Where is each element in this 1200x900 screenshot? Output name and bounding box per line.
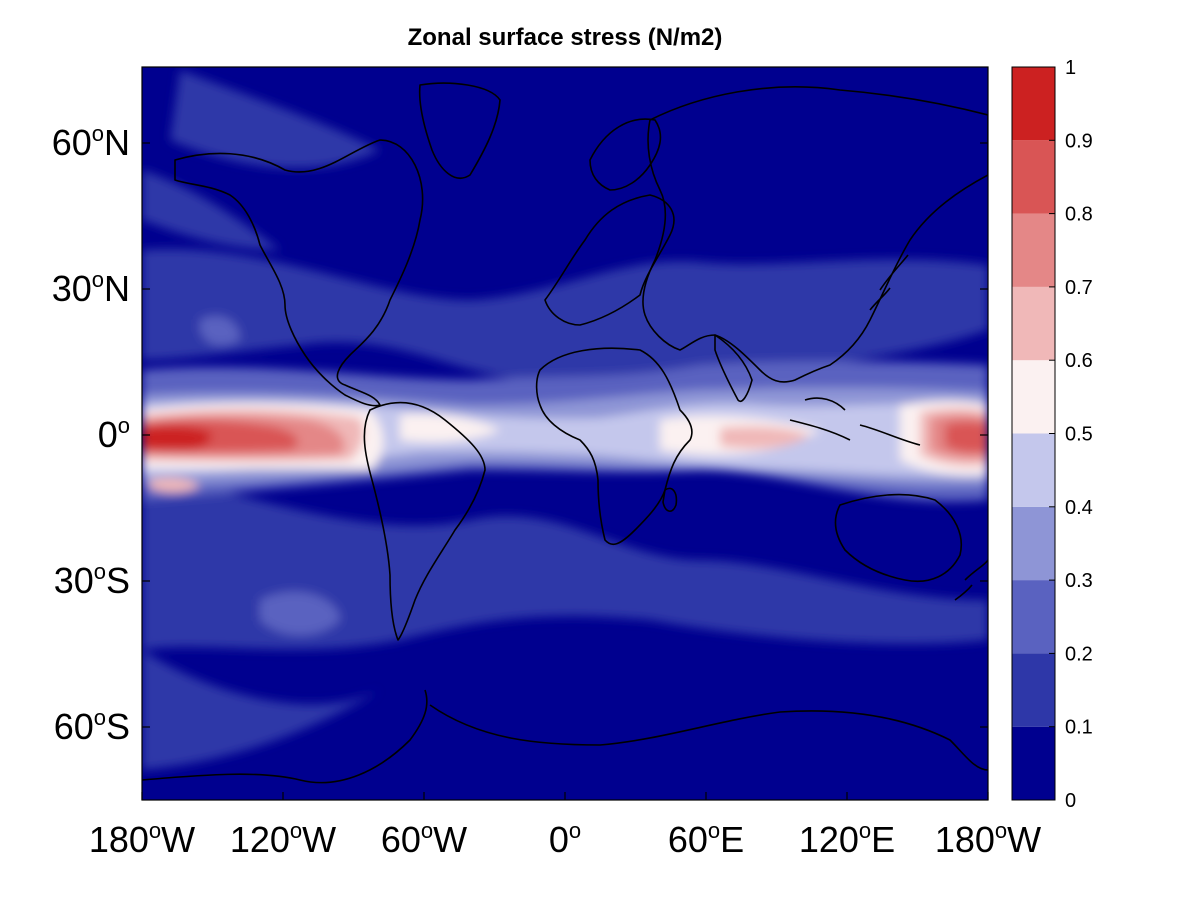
colorbar-level	[1012, 140, 1055, 214]
colorbar: 0 0.1 0.2 0.3 0.4 0.5 0.6 0.7 0.8 0.9 1	[1011, 57, 1093, 812]
colorbar-level	[1012, 726, 1055, 800]
lat-tick-label: 60oS	[54, 705, 130, 747]
map-ticks: 60oN 30oN 0o 30oS 60oS 180oW 120oW 60oW 0o 60oE 12…	[52, 121, 1041, 860]
band-01-south	[142, 470, 988, 650]
lon-tick-label: 180oW	[89, 818, 195, 860]
colorbar-tick-label: 0.2	[1065, 643, 1093, 665]
colorbar-level	[1012, 653, 1055, 727]
coast-south-america	[363, 401, 486, 641]
band-05-atlantic	[400, 413, 500, 442]
lat-tick-label: 60oN	[52, 121, 130, 163]
colorbar-tick-label: 0	[1065, 790, 1076, 812]
colorbar-level	[1012, 360, 1055, 434]
map-title: Zonal surface stress (N/m2)	[407, 24, 723, 51]
band-02-np-patch	[200, 316, 240, 346]
lon-tick-label: 60oE	[668, 818, 744, 860]
coast-europe	[544, 194, 675, 326]
coast-greenland	[418, 82, 501, 179]
coast-north-america	[174, 139, 424, 407]
colorbar-level	[1012, 506, 1055, 581]
band-08-westpac	[945, 421, 988, 453]
lat-tick-label: 30oS	[54, 559, 130, 601]
colorbar-tick-label: 0.8	[1065, 204, 1093, 226]
colorbar-tick-label: 0.5	[1065, 424, 1093, 446]
colorbar-level	[1012, 286, 1055, 361]
band-09-pacific	[142, 425, 212, 450]
band-02-sp-patch	[260, 591, 340, 635]
coast-newzealand	[954, 559, 988, 601]
lon-tick-label: 180oW	[935, 818, 1041, 860]
colorbar-tick-label: 0.3	[1065, 570, 1093, 592]
lat-tick-label: 30oN	[52, 267, 130, 309]
coast-indonesia	[789, 397, 921, 446]
band-01-mid-pacific	[142, 170, 280, 250]
coast-japan	[869, 254, 909, 311]
band-01-north	[142, 248, 988, 380]
coast-australia	[834, 493, 962, 582]
coast-india	[714, 334, 753, 402]
band-06-indian	[720, 426, 810, 449]
coast-asia	[642, 86, 988, 383]
colorbar-tick-label: 1	[1065, 57, 1076, 79]
band-01-arctic	[170, 70, 380, 169]
colorbar-level	[1012, 433, 1055, 507]
band-06-south-patch	[150, 478, 200, 493]
lat-tick-label: 0o	[98, 413, 130, 455]
colorbar-tick-label: 0.9	[1065, 130, 1093, 152]
lon-tick-label: 120oW	[230, 818, 336, 860]
colorbar-tick-label: 0.4	[1065, 497, 1093, 519]
lon-tick-label: 60oW	[381, 818, 467, 860]
lon-tick-label: 120oE	[799, 818, 895, 860]
coastlines	[142, 82, 988, 784]
band-01-sw	[142, 650, 380, 770]
lon-tick-label: 0o	[549, 818, 581, 860]
colorbar-level	[1012, 580, 1055, 654]
colorbar-tick-label: 0.6	[1065, 350, 1093, 372]
coast-madagascar	[662, 487, 678, 512]
colorbar-level	[1012, 213, 1055, 287]
colorbar-tick-label: 0.1	[1065, 717, 1093, 739]
coast-antarctica	[142, 689, 988, 784]
coast-africa	[535, 347, 693, 546]
colorbar-tick-label: 0.7	[1065, 277, 1093, 299]
colorbar-level	[1012, 67, 1055, 141]
